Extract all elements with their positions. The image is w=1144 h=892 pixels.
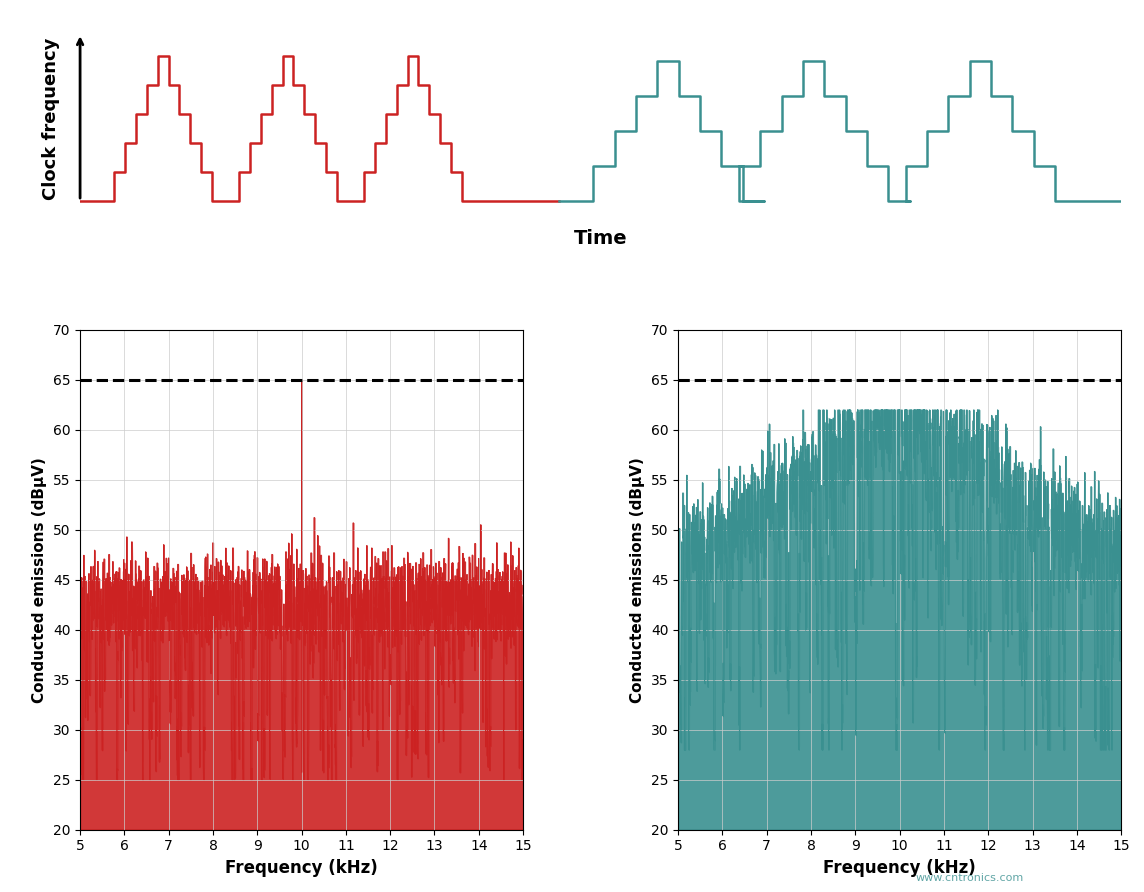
X-axis label: Frequency (kHz): Frequency (kHz) [824, 859, 976, 877]
Text: www.cntronics.com: www.cntronics.com [915, 873, 1024, 883]
Text: Clock frequency: Clock frequency [42, 37, 59, 200]
Text: Time: Time [574, 228, 627, 248]
X-axis label: Frequency (kHz): Frequency (kHz) [225, 859, 378, 877]
Y-axis label: Conducted emissions (dBμV): Conducted emissions (dBμV) [630, 457, 645, 703]
Y-axis label: Conducted emissions (dBμV): Conducted emissions (dBμV) [32, 457, 47, 703]
